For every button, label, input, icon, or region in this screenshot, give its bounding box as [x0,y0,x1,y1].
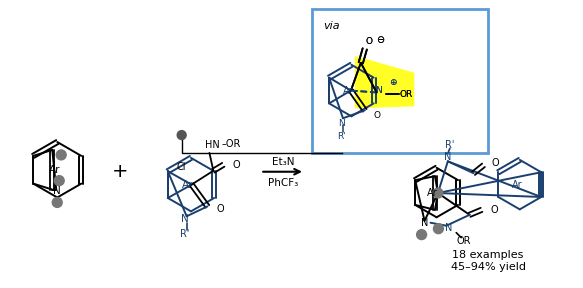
Text: Ar: Ar [427,187,438,198]
Polygon shape [355,56,415,108]
Text: O: O [365,37,372,46]
Circle shape [434,224,443,234]
Text: N: N [54,185,61,196]
Text: ⊖: ⊖ [377,35,385,45]
Text: N: N [181,214,188,224]
Circle shape [54,176,64,185]
Text: N: N [338,119,345,128]
Text: R': R' [180,229,189,239]
Text: via: via [324,21,340,31]
Text: R': R' [445,141,455,151]
Text: O: O [491,158,499,168]
Text: OR: OR [457,236,472,246]
Text: Cl: Cl [177,162,187,172]
Text: N: N [421,218,429,228]
Text: ⊕: ⊕ [389,78,396,87]
Text: Ar: Ar [48,165,60,175]
Text: N: N [444,152,451,162]
Text: Ar: Ar [182,180,194,190]
Text: ⊕: ⊕ [389,78,396,87]
Text: OR: OR [400,90,413,99]
Circle shape [52,198,62,207]
Text: O: O [216,204,224,214]
Text: N: N [375,86,382,95]
Text: Et₃N: Et₃N [272,157,294,167]
Circle shape [56,150,66,160]
Text: R': R' [336,132,345,141]
Text: N: N [375,86,382,95]
Text: Ar: Ar [343,86,354,96]
Text: O: O [233,160,240,170]
Circle shape [433,188,443,198]
Text: O: O [365,37,372,46]
Text: –OR: –OR [222,139,241,149]
Bar [312,9,488,153]
Text: PhCF₃: PhCF₃ [268,178,298,187]
Text: +: + [111,162,128,181]
Circle shape [417,230,427,240]
Circle shape [177,131,186,140]
Text: N: N [445,223,452,233]
Text: HN: HN [205,140,220,150]
Text: O: O [373,111,380,120]
Text: ⊖: ⊖ [377,35,385,45]
Text: OR: OR [400,90,413,99]
Text: O: O [490,205,498,215]
Text: 18 examples
45–94% yield: 18 examples 45–94% yield [451,250,526,272]
Text: Ar: Ar [511,180,522,190]
